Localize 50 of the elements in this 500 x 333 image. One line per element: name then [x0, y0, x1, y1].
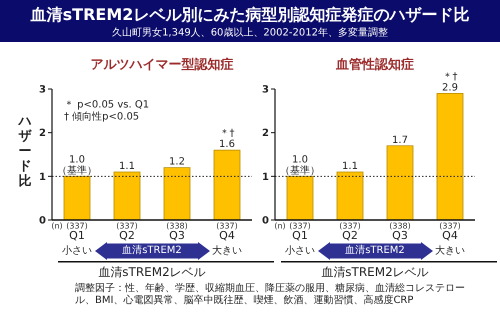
text: 久山町男女1,349人、60歳以上、2002-2012年、多変量調整 — [112, 27, 388, 39]
y-tick-label: 1 — [262, 172, 270, 183]
text: 調整因子：性、年齢、学歴、収縮期血圧、降圧薬の服用、糖尿病、血清総コレステロール、BMI、心電図異常、脳卒中既往歴、喫煙、飲酒、運動習慣、高感度CRP — [75, 283, 466, 307]
text: (n) — [274, 221, 286, 231]
text: 大きい — [212, 245, 242, 257]
x-tick-label: Q3 — [392, 228, 408, 242]
text: 血清sTREM2 — [345, 245, 405, 257]
annotation: ＊ p<0.05 vs. Q1 — [64, 99, 150, 111]
y-tick-label: 2 — [262, 128, 270, 140]
y-tick-label: 2 — [39, 128, 46, 140]
data-label: 1.1 — [119, 160, 135, 172]
text: (338) — [166, 221, 188, 230]
y-tick-label: 0 — [262, 216, 270, 227]
y-axis-title: ハザード比 — [18, 114, 32, 189]
text: (n) — [51, 221, 63, 231]
y-tick-label: 1 — [39, 172, 46, 183]
x-tick-label: Q4 — [442, 228, 458, 242]
text: (337) — [289, 221, 311, 230]
x-tick-label: Q1 — [69, 228, 85, 242]
text: 血清sTREM2 — [122, 245, 182, 257]
x-axis-title: 血清sTREM2レベル — [321, 265, 429, 280]
data-label: 1.2 — [169, 156, 185, 168]
text: (337) — [339, 221, 361, 230]
data-label: ＊† 1.6 — [219, 128, 235, 150]
text: 小さい — [285, 245, 315, 257]
text: (338) — [389, 221, 411, 230]
text: 大きい — [435, 245, 465, 257]
text: (337) — [66, 221, 88, 230]
text: 血清sTREM2レベル別にみた病型別認知症発症のハザード比 — [30, 4, 470, 24]
text: (337) — [439, 221, 461, 230]
x-tick-label: Q2 — [342, 228, 358, 242]
text: 小さい — [62, 245, 92, 257]
data-label: 1.0 （基準） — [57, 154, 97, 176]
data-label: 1.7 — [392, 134, 408, 146]
x-tick-label: Q2 — [119, 228, 135, 242]
y-tick-label: 3 — [39, 84, 46, 96]
data-label: 1.1 — [342, 160, 358, 172]
x-tick-label: Q3 — [169, 228, 185, 242]
text: (337) — [116, 221, 138, 230]
annotation: † 傾向性p<0.05 — [64, 111, 140, 123]
x-axis-title: 血清sTREM2レベル — [98, 265, 206, 280]
data-label: 1.0 （基準） — [280, 154, 320, 176]
chart-title: アルツハイマー型認知症 — [90, 58, 234, 74]
x-tick-label: Q1 — [292, 228, 308, 242]
chart-title: 血管性認知症 — [336, 58, 414, 74]
x-tick-label: Q4 — [219, 228, 235, 242]
y-tick-label: 3 — [262, 84, 270, 96]
data-label: ＊† 2.9 — [442, 71, 458, 94]
text: (337) — [216, 221, 238, 230]
y-tick-label: 0 — [39, 216, 46, 227]
